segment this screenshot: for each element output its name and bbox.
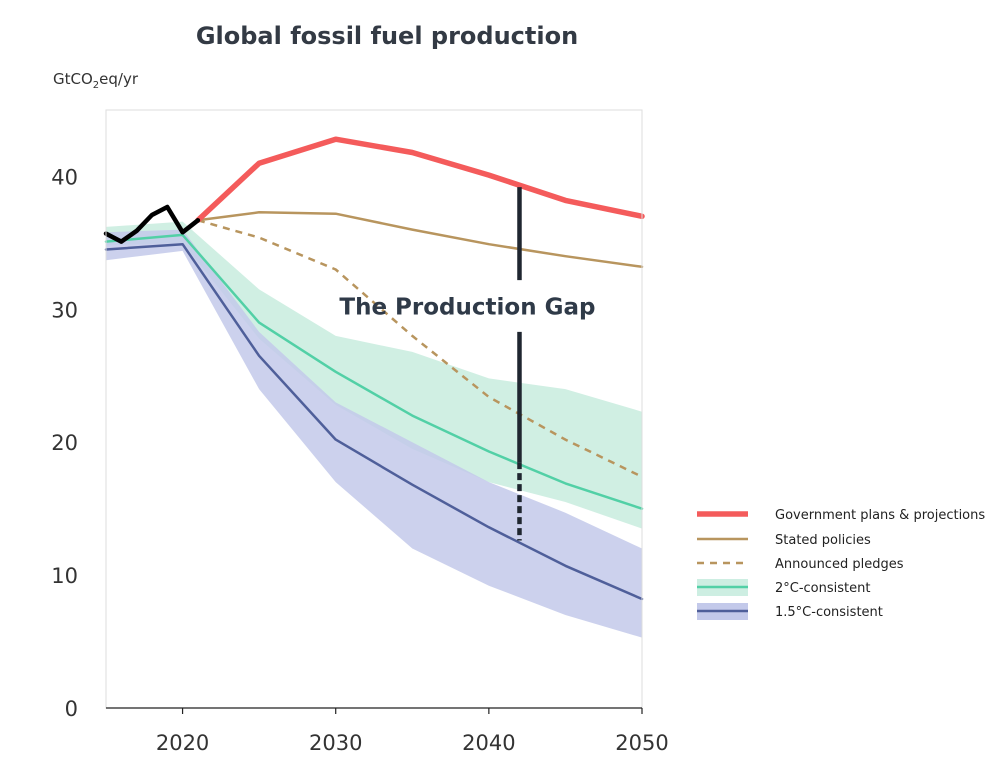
legend-label-announced-pledges: Announced pledges	[775, 557, 904, 572]
series-line-historical	[103, 204, 201, 244]
series-line-government-plans-projections	[195, 136, 645, 224]
y-tick-label-30: 30	[51, 298, 78, 322]
y-tick-label-20: 20	[51, 431, 78, 455]
x-tick-label-2050: 2050	[615, 731, 668, 755]
y-tick-label-10: 10	[51, 564, 78, 588]
series-line-2degc-consistent	[104, 233, 644, 510]
y-tick-label-40: 40	[51, 165, 78, 189]
series-lines	[103, 136, 645, 601]
x-tick-label-2040: 2040	[462, 731, 515, 755]
series-line-1-5degc-consistent	[104, 242, 644, 601]
legend-label-government-plans-projections: Government plans & projections	[775, 508, 985, 523]
chart-title: Global fossil fuel production	[196, 22, 578, 50]
legend: Government plans & projections Stated pol…	[697, 508, 985, 620]
x-axis-ticks: 2020 2030 2040 2050	[156, 708, 669, 755]
x-tick-label-2030: 2030	[309, 731, 362, 755]
band-2degc-consistent	[106, 221, 642, 529]
uncertainty-bands	[106, 221, 642, 638]
x-tick-label-2020: 2020	[156, 731, 209, 755]
series-line-announced-pledges	[197, 219, 643, 478]
y-tick-label-0: 0	[65, 697, 78, 721]
legend-label-2degc-consistent: 2°C-consistent	[775, 581, 870, 596]
annotation-production-gap: The Production Gap	[339, 295, 595, 321]
y-axis-ticks: 0 10 20 30 40	[51, 165, 78, 721]
legend-label-1-5degc-consistent: 1.5°C-consistent	[775, 605, 883, 620]
y-axis-unit-label: GtCO2eq/yr	[53, 70, 139, 91]
production-gap-annotation: The Production Gap	[339, 187, 595, 541]
legend-label-stated-policies: Stated policies	[775, 533, 871, 548]
series-line-stated-policies	[196, 211, 644, 269]
